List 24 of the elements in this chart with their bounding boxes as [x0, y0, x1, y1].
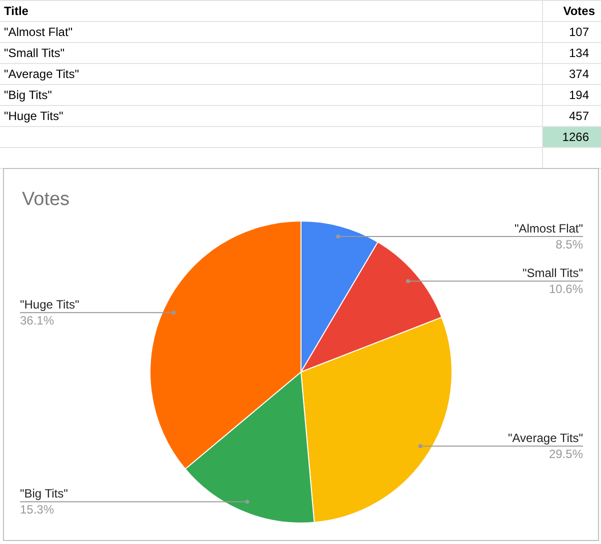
data-label: 29.5% — [548, 447, 584, 462]
data-label: 10.6% — [548, 282, 584, 296]
data-label: 457 — [568, 109, 590, 123]
data-label: 194 — [568, 88, 590, 102]
slice-label: "Big Tits" — [20, 486, 68, 501]
text: 1266 — [562, 130, 590, 144]
text: Title — [4, 4, 29, 18]
data-label: 36.1% — [20, 314, 54, 328]
slice-label: "Small Tits" — [522, 266, 583, 280]
slice-label: "Huge Tits" — [20, 298, 80, 312]
data-label: 374 — [568, 67, 590, 81]
data-label: 8.5% — [556, 238, 584, 252]
category-label: "Average Tits" — [4, 67, 79, 81]
category-label: "Huge Tits" — [4, 109, 64, 123]
data-label: 134 — [568, 46, 590, 60]
slice-label: "Almost Flat" — [514, 222, 583, 236]
data-label: 107 — [568, 25, 590, 39]
chart-title: Votes — [22, 189, 70, 210]
category-label: "Almost Flat" — [4, 25, 73, 39]
slice-label: "Average Tits" — [508, 431, 583, 446]
category-label: "Big Tits" — [4, 88, 52, 102]
text: Votes — [563, 4, 596, 18]
data-label: 15.3% — [20, 502, 54, 517]
category-label: "Small Tits" — [4, 46, 65, 60]
